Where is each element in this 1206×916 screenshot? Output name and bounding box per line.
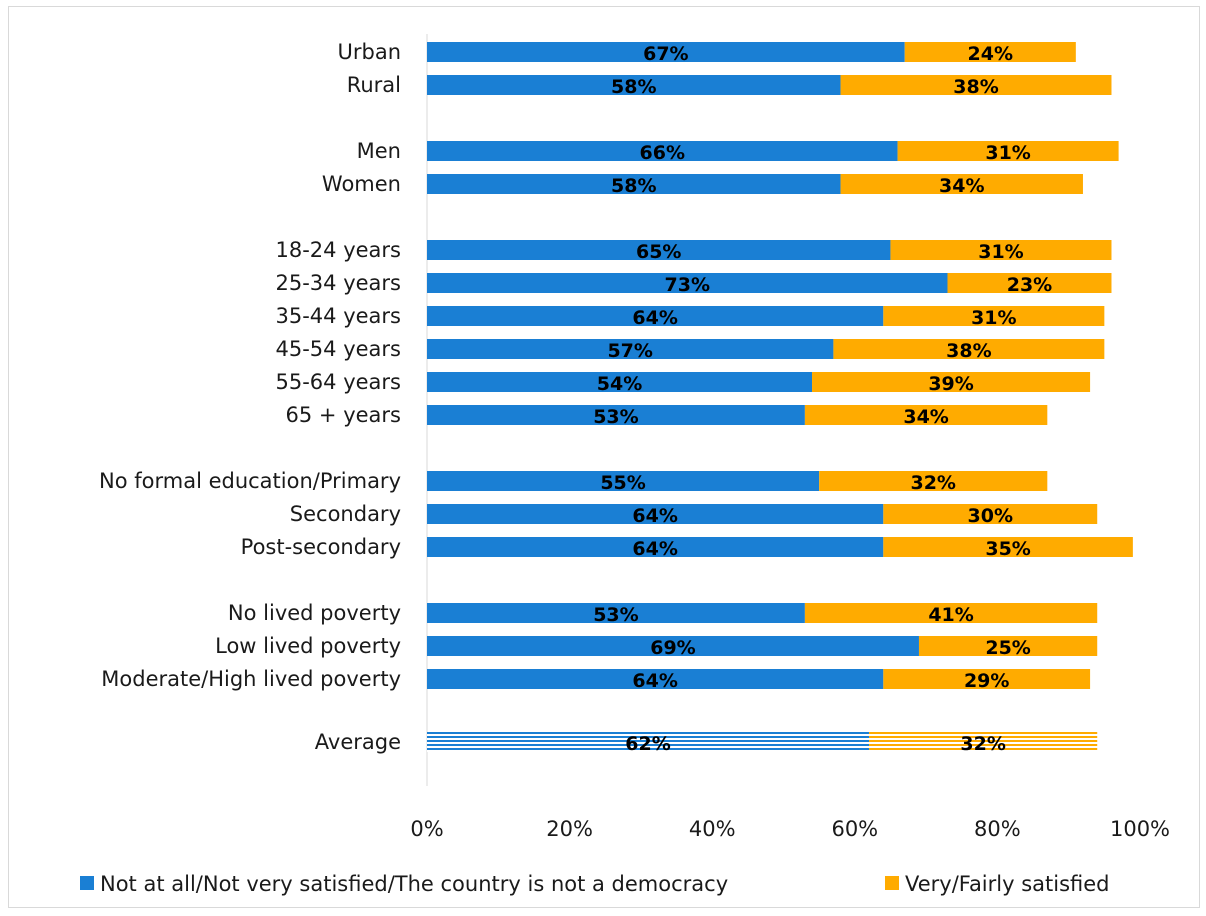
bar-segment-not-satisfied bbox=[427, 732, 870, 752]
bar-segment-satisfied bbox=[947, 273, 1112, 293]
category-label: 35-44 years bbox=[276, 304, 402, 328]
bar-segment-satisfied bbox=[804, 603, 1098, 623]
category-label: Rural bbox=[347, 73, 401, 97]
bar-segment-not-satisfied bbox=[427, 372, 813, 392]
category-label: Men bbox=[357, 139, 401, 163]
bar-segment-not-satisfied bbox=[427, 504, 884, 524]
data-label: 30% bbox=[968, 505, 1013, 527]
data-label: 69% bbox=[650, 637, 695, 659]
category-label: Average bbox=[315, 730, 401, 754]
data-label: 23% bbox=[1007, 274, 1052, 296]
bar-segment-not-satisfied bbox=[427, 603, 805, 623]
bar-segment-not-satisfied bbox=[427, 669, 884, 689]
data-label: 38% bbox=[946, 340, 991, 362]
category-label: 65 + years bbox=[286, 403, 401, 427]
bar-segment-not-satisfied bbox=[427, 306, 884, 326]
data-label: 58% bbox=[611, 175, 656, 197]
data-label: 25% bbox=[985, 637, 1030, 659]
legend-entry: Not at all/Not very satisfied/The countr… bbox=[100, 872, 728, 896]
data-label: 62% bbox=[625, 733, 670, 755]
data-label: 31% bbox=[978, 241, 1023, 263]
data-label: 29% bbox=[964, 670, 1009, 692]
category-label: Urban bbox=[337, 40, 401, 64]
category-label: 55-64 years bbox=[276, 370, 402, 394]
category-label: Women bbox=[322, 172, 401, 196]
data-label: 66% bbox=[640, 142, 685, 164]
bar-segment-not-satisfied bbox=[427, 537, 884, 557]
data-label: 73% bbox=[665, 274, 710, 296]
data-label: 35% bbox=[985, 538, 1030, 560]
data-label: 58% bbox=[611, 76, 656, 98]
x-tick-label: 40% bbox=[689, 817, 736, 841]
data-label: 31% bbox=[971, 307, 1016, 329]
bar-segment-satisfied bbox=[869, 732, 1098, 752]
data-label: 53% bbox=[593, 604, 638, 626]
data-label: 34% bbox=[939, 175, 984, 197]
bar-segment-satisfied bbox=[883, 306, 1105, 326]
data-label: 54% bbox=[597, 373, 642, 395]
category-label: 18-24 years bbox=[276, 238, 402, 262]
legend-entry: Very/Fairly satisfied bbox=[905, 872, 1110, 896]
bar-segment-not-satisfied bbox=[427, 75, 841, 95]
bar-segment-not-satisfied bbox=[427, 141, 898, 161]
data-label: 38% bbox=[953, 76, 998, 98]
data-label: 32% bbox=[960, 733, 1005, 755]
data-label: 39% bbox=[928, 373, 973, 395]
bar-segment-satisfied bbox=[804, 405, 1048, 425]
bar-segment-satisfied bbox=[840, 174, 1083, 194]
bar-segment-satisfied bbox=[840, 75, 1112, 95]
bar-segment-satisfied bbox=[883, 537, 1133, 557]
category-label: 45-54 years bbox=[276, 337, 402, 361]
bar-segment-satisfied bbox=[897, 141, 1119, 161]
bar-segment-not-satisfied bbox=[427, 405, 805, 425]
bar-segment-satisfied bbox=[883, 669, 1091, 689]
x-tick-label: 60% bbox=[831, 817, 878, 841]
bar-segment-satisfied bbox=[918, 636, 1098, 656]
category-label: Low lived poverty bbox=[215, 634, 401, 658]
x-tick-label: 20% bbox=[546, 817, 593, 841]
data-label: 32% bbox=[910, 472, 955, 494]
category-label: Post-secondary bbox=[241, 535, 401, 559]
data-label: 34% bbox=[903, 406, 948, 428]
data-label: 64% bbox=[632, 505, 677, 527]
bar-segment-satisfied bbox=[833, 339, 1105, 359]
legend-swatch bbox=[80, 876, 94, 890]
category-label: No lived poverty bbox=[228, 601, 401, 625]
data-label: 64% bbox=[632, 307, 677, 329]
plot-area: Urban 67% 24% Rural 58% 38% Men 66% 31% Women 58% 3… bbox=[99, 34, 1170, 841]
bar-segment-not-satisfied bbox=[427, 42, 905, 62]
data-label: 64% bbox=[632, 670, 677, 692]
bar-segment-satisfied bbox=[819, 471, 1048, 491]
bar-segment-not-satisfied bbox=[427, 240, 891, 260]
data-label: 31% bbox=[985, 142, 1030, 164]
category-label: Secondary bbox=[290, 502, 401, 526]
bar-segment-satisfied bbox=[904, 42, 1076, 62]
x-tick-label: 100% bbox=[1110, 817, 1170, 841]
category-label: 25-34 years bbox=[276, 271, 402, 295]
bar-segment-satisfied bbox=[812, 372, 1091, 392]
x-tick-label: 80% bbox=[974, 817, 1021, 841]
category-label: No formal education/Primary bbox=[99, 469, 401, 493]
legend: Not at all/Not very satisfied/The countr… bbox=[80, 872, 1110, 896]
x-tick-label: 0% bbox=[410, 817, 443, 841]
bar-segment-not-satisfied bbox=[427, 174, 841, 194]
bar-segment-not-satisfied bbox=[427, 471, 820, 491]
data-label: 24% bbox=[968, 43, 1013, 65]
bar-segment-satisfied bbox=[883, 504, 1098, 524]
legend-swatch bbox=[885, 876, 899, 890]
bar-segment-not-satisfied bbox=[427, 636, 919, 656]
data-label: 57% bbox=[607, 340, 652, 362]
data-label: 41% bbox=[928, 604, 973, 626]
data-label: 53% bbox=[593, 406, 638, 428]
bar-segment-not-satisfied bbox=[427, 273, 948, 293]
data-label: 64% bbox=[632, 538, 677, 560]
data-label: 67% bbox=[643, 43, 688, 65]
bar-segment-not-satisfied bbox=[427, 339, 834, 359]
category-label: Moderate/High lived poverty bbox=[101, 667, 401, 691]
bar-segment-satisfied bbox=[890, 240, 1112, 260]
data-label: 65% bbox=[636, 241, 681, 263]
data-label: 55% bbox=[600, 472, 645, 494]
